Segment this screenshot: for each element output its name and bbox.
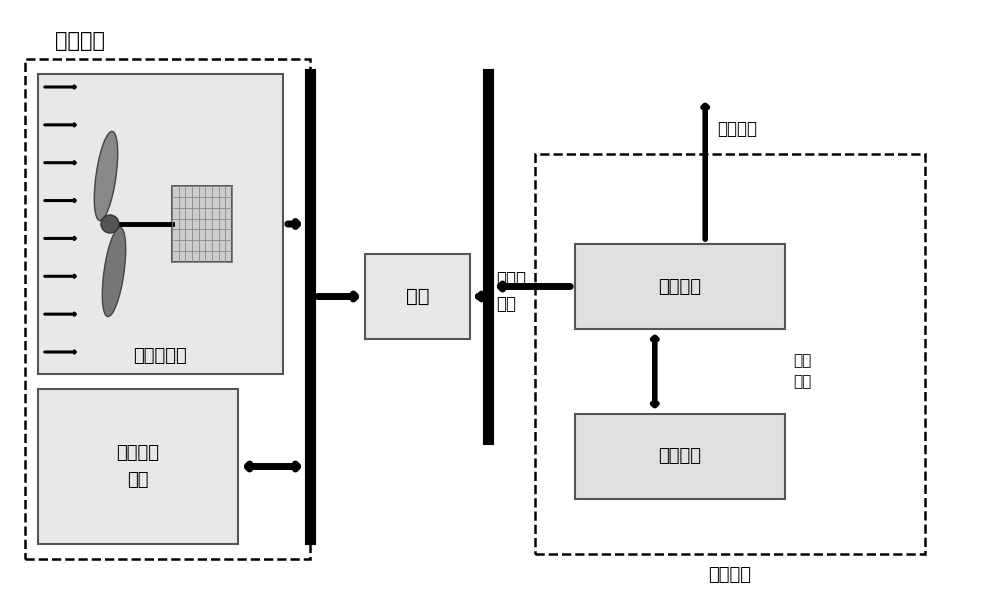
Text: 常规机组: 常规机组 bbox=[658, 277, 702, 295]
Bar bbox=[172, 186, 232, 262]
Ellipse shape bbox=[94, 131, 118, 220]
Bar bbox=[38, 74, 283, 374]
Ellipse shape bbox=[102, 228, 126, 317]
Text: 电网: 电网 bbox=[406, 287, 429, 306]
Text: 风储系统: 风储系统 bbox=[55, 31, 105, 51]
Text: 净输出
功率: 净输出 功率 bbox=[496, 270, 526, 313]
Text: 净碳排放: 净碳排放 bbox=[717, 120, 757, 138]
Text: 风力发电机: 风力发电机 bbox=[134, 347, 187, 365]
Bar bbox=[535, 154, 925, 554]
Bar bbox=[172, 186, 232, 262]
Text: 碳捕电厂: 碳捕电厂 bbox=[708, 566, 752, 584]
Bar bbox=[38, 389, 238, 544]
Circle shape bbox=[101, 215, 119, 233]
Bar bbox=[25, 59, 310, 559]
Text: 碳捕存储: 碳捕存储 bbox=[658, 447, 702, 466]
Bar bbox=[575, 414, 785, 499]
Text: 电能
消耗: 电能 消耗 bbox=[793, 353, 811, 390]
Text: 电池储能
系统: 电池储能 系统 bbox=[116, 444, 160, 489]
Bar bbox=[575, 244, 785, 329]
Bar bbox=[365, 254, 470, 339]
